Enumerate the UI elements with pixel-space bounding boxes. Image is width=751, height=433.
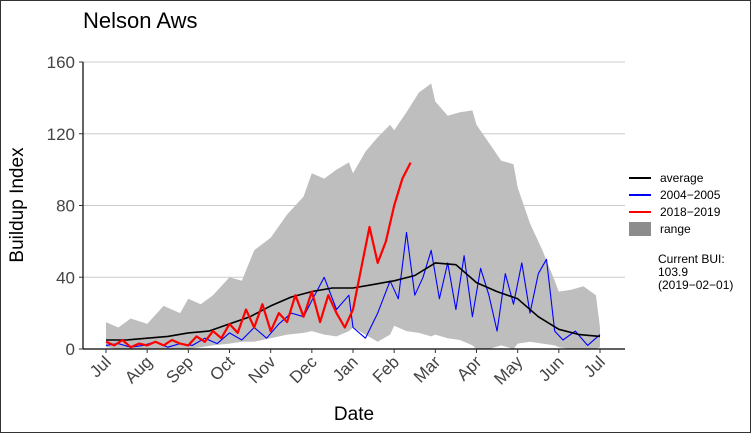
y-tick-labels: 0 40 80 120 160 <box>47 53 83 359</box>
x-tick-label: Dec <box>286 352 321 387</box>
legend-label-average: average <box>660 171 704 185</box>
x-tick-label: Jun <box>535 352 568 385</box>
legend-swatch-range <box>629 222 651 236</box>
y-tick-label: 40 <box>56 268 75 287</box>
series-line-2018-2019 <box>105 162 412 349</box>
y-tick-label: 80 <box>56 197 75 216</box>
legend: average 2004−2005 2018−2019 range <box>629 171 721 236</box>
y-axis-title: Buildup Index <box>7 147 28 263</box>
current-bui-value: 103.9 <box>658 265 688 279</box>
x-tick-label: May <box>490 352 526 388</box>
x-tick-label: Jul <box>86 352 115 381</box>
current-bui-note: Current BUI: 103.9 (2019−02−01) <box>658 252 733 292</box>
x-axis-title: Date <box>334 404 374 425</box>
series-line-average <box>106 262 601 341</box>
legend-label-2018-2019: 2018−2019 <box>660 205 721 219</box>
x-tick-label: Feb <box>369 352 403 386</box>
x-tick-label: Aug <box>121 352 156 387</box>
x-tick-labels: Jul Aug Sep Oct Nov Dec Jan Feb Mar Apr May Jun Jul <box>86 349 609 389</box>
x-tick-label: Jul <box>580 352 609 381</box>
series-lines-group <box>105 162 601 349</box>
x-tick-label: Nov <box>245 352 280 387</box>
x-tick-label: Oct <box>206 352 238 384</box>
x-tick-label: Mar <box>410 352 444 386</box>
x-tick-label: Jan <box>329 352 362 385</box>
legend-label-2004-2005: 2004−2005 <box>660 188 721 202</box>
current-bui-date: (2019−02−01) <box>658 278 733 292</box>
y-tick-label: 120 <box>47 125 75 144</box>
legend-label-range: range <box>660 222 691 236</box>
chart-title: Nelson Aws <box>83 8 198 33</box>
y-tick-label: 160 <box>47 53 75 72</box>
x-tick-label: Apr <box>453 352 485 384</box>
current-bui-label: Current BUI: <box>658 252 725 266</box>
y-tick-label: 0 <box>66 340 75 359</box>
x-tick-label: Sep <box>162 352 197 387</box>
